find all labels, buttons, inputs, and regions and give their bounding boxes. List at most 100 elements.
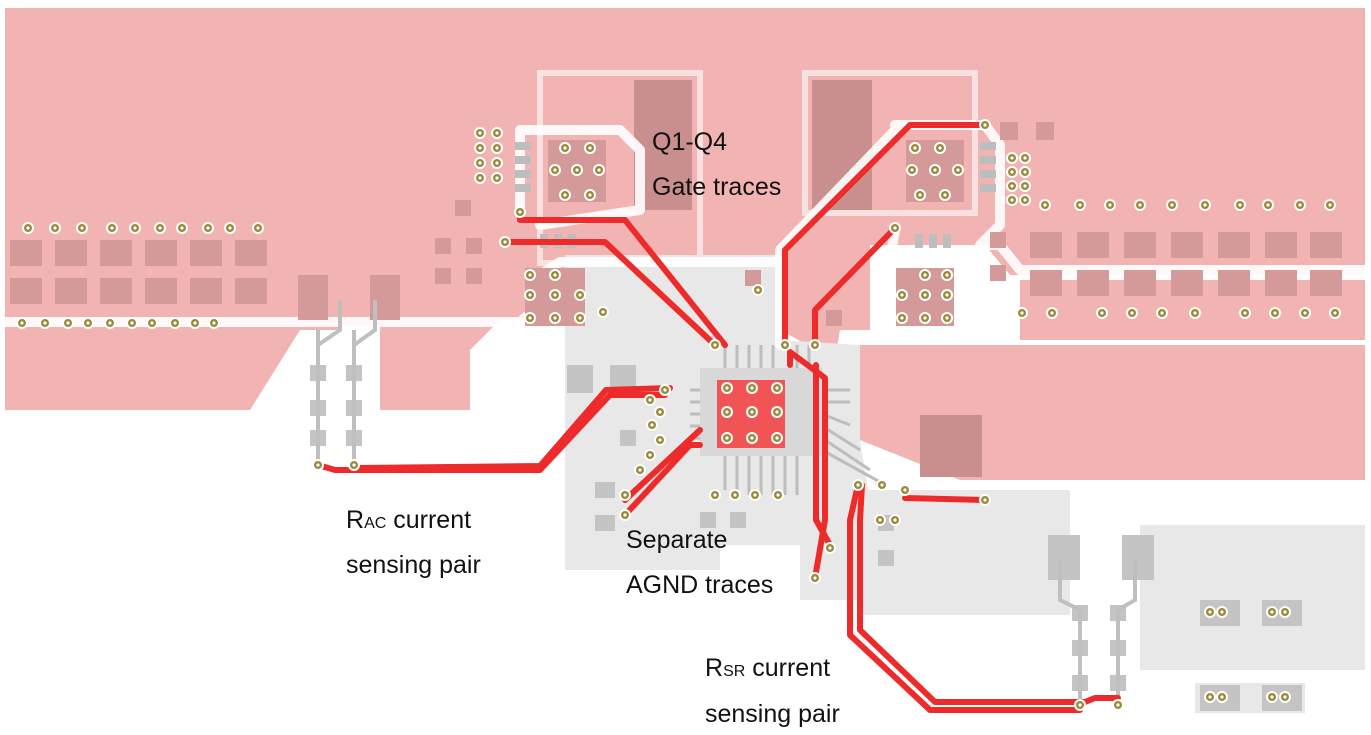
via-hole xyxy=(756,288,760,292)
pad xyxy=(1310,270,1342,296)
via-hole xyxy=(1078,703,1082,707)
rac-label-line2: sensing pair xyxy=(346,551,481,579)
pad xyxy=(1124,232,1156,258)
pad xyxy=(235,278,267,304)
gate-trace xyxy=(502,239,718,348)
via-hole xyxy=(173,321,177,325)
pad xyxy=(980,142,996,150)
via-hole xyxy=(597,168,601,172)
via-hole xyxy=(133,226,137,230)
via-hole xyxy=(983,123,987,127)
via-hole xyxy=(658,410,662,414)
via-hole xyxy=(495,161,499,165)
qfn-ic-icon xyxy=(700,368,822,456)
pad xyxy=(455,200,471,216)
via-hole xyxy=(880,483,884,487)
via-hole xyxy=(750,436,754,440)
pad xyxy=(980,184,996,192)
via-hole xyxy=(650,423,654,427)
via-hole xyxy=(775,386,779,390)
via-hole xyxy=(893,518,897,522)
via-hole xyxy=(1243,311,1247,315)
via-hole xyxy=(478,176,482,180)
pad xyxy=(595,482,615,498)
via-hole xyxy=(1023,170,1027,174)
via-hole xyxy=(923,316,927,320)
rsr-label-line2: sensing pair xyxy=(705,700,840,728)
via-hole xyxy=(918,193,922,197)
pad xyxy=(1030,232,1062,258)
via-hole xyxy=(1328,203,1332,207)
via-hole xyxy=(725,386,729,390)
via-hole xyxy=(1010,184,1014,188)
gate-trace xyxy=(812,225,898,348)
via-hole xyxy=(1108,203,1112,207)
component-body xyxy=(920,415,982,477)
pad xyxy=(1077,232,1109,258)
pad xyxy=(1036,122,1054,140)
via-hole xyxy=(1270,610,1274,614)
gray-pour xyxy=(860,490,1070,615)
via-hole xyxy=(228,226,232,230)
via-hole xyxy=(813,576,817,580)
via-hole xyxy=(110,226,114,230)
via-hole xyxy=(478,146,482,150)
via-hole xyxy=(193,321,197,325)
via-hole xyxy=(956,168,960,172)
pad xyxy=(1077,270,1109,296)
via-hole xyxy=(658,438,662,442)
pad xyxy=(10,240,42,266)
via-hole xyxy=(1138,203,1142,207)
via-hole xyxy=(733,493,737,497)
via-hole xyxy=(588,146,592,150)
vias-layer xyxy=(16,119,1341,711)
pad xyxy=(1265,232,1297,258)
via-hole xyxy=(1298,203,1302,207)
agnd-label-line2: AGND traces xyxy=(626,571,773,599)
pad xyxy=(730,512,746,528)
rsr-label-line1: RSR current xyxy=(705,654,830,682)
gate-traces-label-line1: Q1-Q4 xyxy=(652,128,727,156)
via-hole xyxy=(518,210,522,214)
agnd-trace xyxy=(622,442,703,518)
pad xyxy=(980,170,996,178)
pad xyxy=(567,365,593,393)
pad xyxy=(1171,270,1203,296)
via-hole xyxy=(1116,703,1120,707)
pad xyxy=(878,550,894,566)
via-hole xyxy=(1193,311,1197,315)
via-hole xyxy=(150,321,154,325)
via-hole xyxy=(945,273,949,277)
pad xyxy=(145,240,177,266)
pad xyxy=(929,234,937,248)
via-hole xyxy=(1270,695,1274,699)
via-hole xyxy=(86,321,90,325)
via-hole xyxy=(933,168,937,172)
via-hole xyxy=(1208,610,1212,614)
via-hole xyxy=(553,168,557,172)
via-hole xyxy=(1020,311,1024,315)
via-hole xyxy=(1043,203,1047,207)
pad xyxy=(515,170,531,178)
via-hole xyxy=(1266,203,1270,207)
via-hole xyxy=(776,493,780,497)
pad xyxy=(190,240,222,266)
pad xyxy=(1171,232,1203,258)
via-hole xyxy=(750,386,754,390)
component-outline xyxy=(802,70,978,216)
via-hole xyxy=(1023,198,1027,202)
via-hole xyxy=(828,546,832,550)
via-hole xyxy=(495,176,499,180)
via-hole xyxy=(212,321,216,325)
sense-trace xyxy=(315,392,668,473)
via-hole xyxy=(601,310,605,314)
pad xyxy=(466,238,482,254)
via-hole xyxy=(108,321,112,325)
pad xyxy=(55,240,87,266)
via-hole xyxy=(893,226,897,230)
via-hole xyxy=(26,226,30,230)
pad xyxy=(145,278,177,304)
via-hole xyxy=(1283,610,1287,614)
via-hole xyxy=(903,488,907,492)
via-hole xyxy=(1238,203,1242,207)
